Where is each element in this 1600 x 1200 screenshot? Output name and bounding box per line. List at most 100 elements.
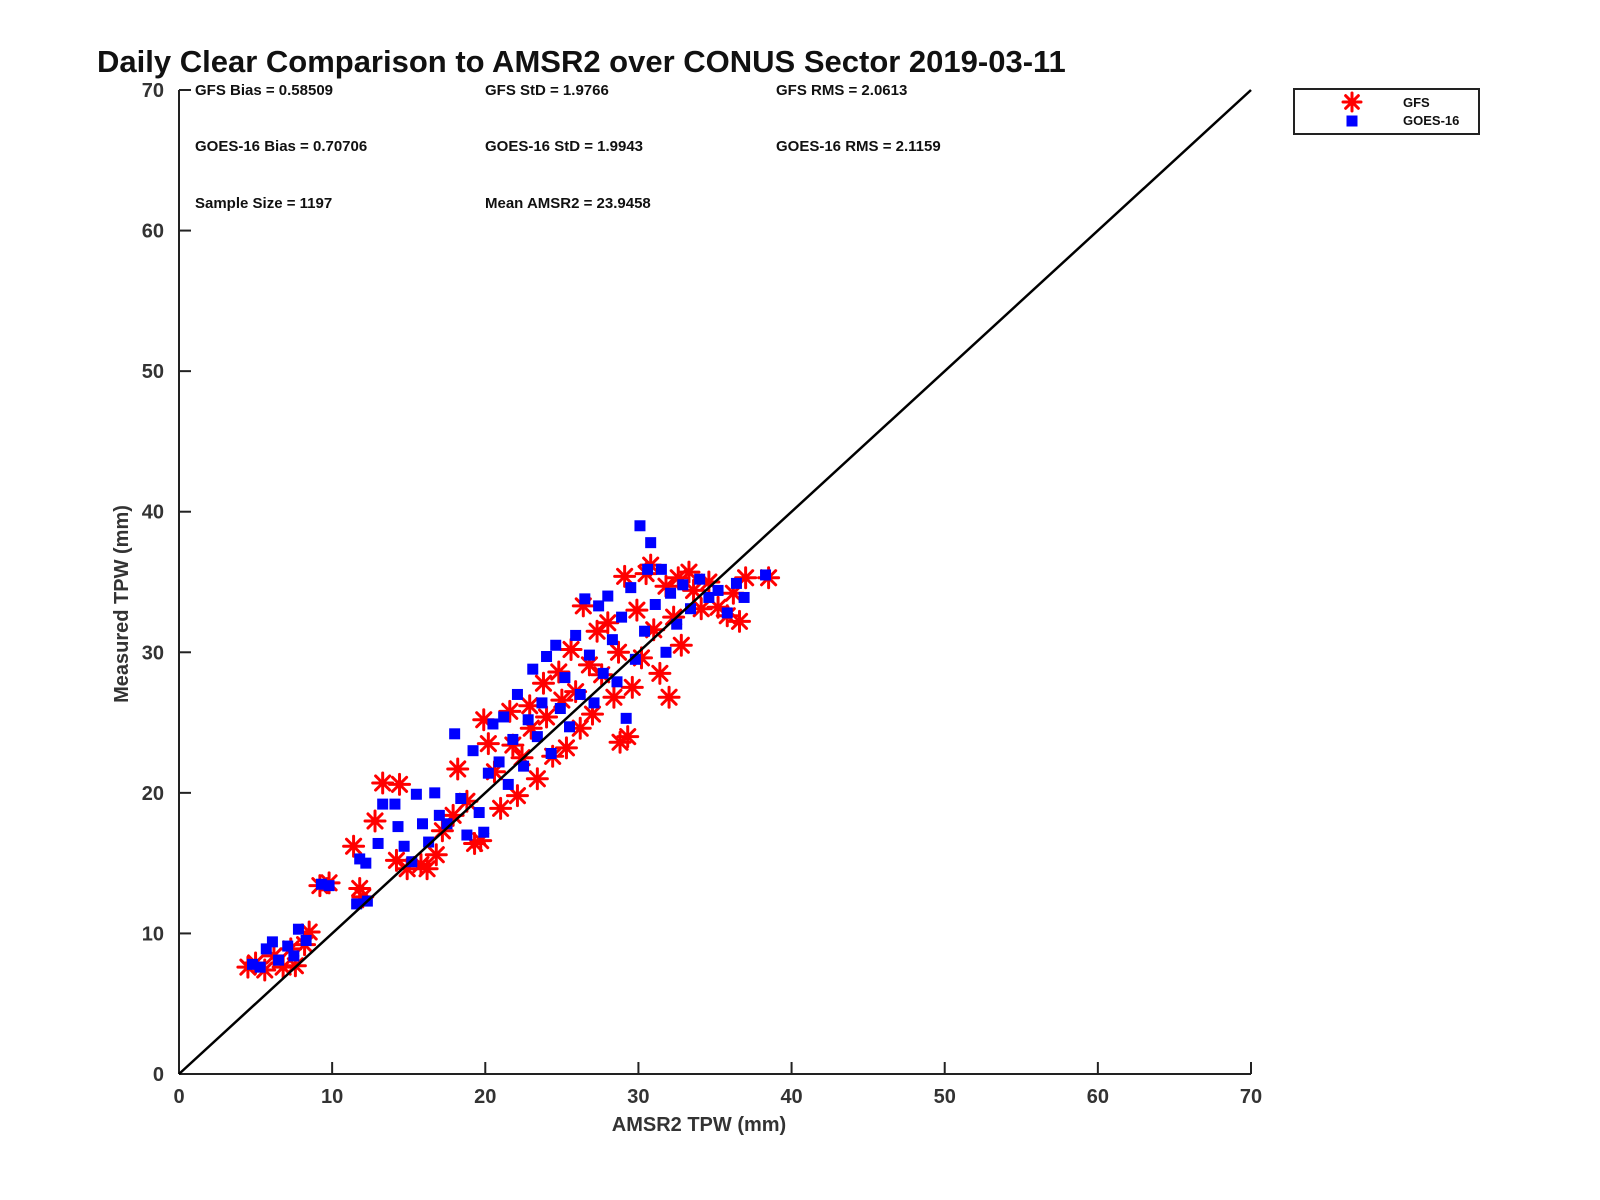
gfs-point [518,694,542,718]
goes16-point [541,651,553,663]
gfs-point [424,843,448,867]
goes16-point [760,569,772,581]
series-gfs [236,553,781,982]
legend-marker-gfs [1341,91,1363,113]
goes16-point [282,940,294,952]
gfs-point [489,796,513,820]
goes16-point [389,798,401,810]
x-tick-label: 10 [321,1086,343,1108]
goes16-point [611,676,623,688]
goes16-point [482,767,494,779]
y-tick-label: 60 [142,221,164,243]
goes16-point [351,898,363,910]
goes16-point [511,688,523,700]
goes16-point [583,649,595,661]
x-tick-label: 30 [627,1086,649,1108]
gfs-point [388,772,412,796]
goes16-point [473,807,485,819]
stat-gfs-bias: GFS Bias = 0.58509 [195,82,333,99]
goes16-point [550,639,562,651]
goes16-point [642,563,654,575]
one-to-one-line [178,89,1252,1075]
goes16-point [493,756,505,768]
goes16-point [478,826,490,838]
goes16-point [354,853,366,865]
goes16-point [579,593,591,605]
goes16-point [260,943,272,955]
gfs-point [476,732,500,756]
series-goes16 [247,520,772,973]
gfs-point [657,685,681,709]
gfs-point [682,578,706,602]
goes16-point [433,809,445,821]
goes16-point [398,840,410,852]
gfs-point [554,736,578,760]
x-tick-label: 70 [1240,1086,1262,1108]
goes16-point [545,747,557,759]
goes16-point [721,607,733,619]
y-tick-label: 70 [142,80,164,102]
stat-goes-rms: GOES-16 RMS = 2.1159 [776,138,941,155]
legend-box [1293,88,1480,135]
gfs-point [415,857,439,881]
stat-sample-size: Sample Size = 1197 [195,195,332,212]
goes16-point [502,778,514,790]
goes16-point [288,950,300,962]
goes16-point [730,577,742,589]
goes16-point [410,788,422,800]
goes16-point [518,760,530,772]
goes16-point [606,634,618,646]
gfs-point [535,705,559,729]
gfs-point [342,834,366,858]
goes16-point [360,857,372,869]
goes16-point [527,663,539,675]
goes16-point [455,792,467,804]
gfs-point [669,633,693,657]
x-tick-label: 60 [1087,1086,1109,1108]
goes16-point [315,878,327,890]
goes16-point [655,563,667,575]
goes16-point [694,573,706,585]
goes16-point [645,537,657,549]
gfs-point [363,809,387,833]
gfs-point [525,767,549,791]
goes16-point [254,961,266,973]
goes16-point [536,697,548,709]
plot-area [178,89,1252,1075]
goes16-point [616,611,628,623]
goes16-point [522,714,534,726]
legend-marker-goes16 [1346,115,1358,127]
stat-gfs-std: GFS StD = 1.9766 [485,82,609,99]
stat-mean-amsr2: Mean AMSR2 = 23.9458 [485,195,651,212]
goes16-point [292,923,304,935]
x-tick-label: 0 [173,1086,184,1108]
goes16-point [665,587,677,599]
stat-goes-std: GOES-16 StD = 1.9943 [485,138,643,155]
goes16-point [649,598,661,610]
x-tick-label: 40 [780,1086,802,1108]
gfs-point [728,609,752,633]
y-tick-label: 20 [142,783,164,805]
gfs-point [446,757,470,781]
goes16-point [467,745,479,757]
goes16-point [429,787,441,799]
gfs-point [602,685,626,709]
chart-title: Daily Clear Comparison to AMSR2 over CON… [97,44,1066,79]
goes16-point [684,603,696,615]
goes16-point [323,880,335,892]
stats-annotations: GFS Bias = 0.58509 GFS StD = 1.9766 GFS … [195,82,941,212]
goes16-point [461,829,473,841]
goes16-point [377,798,389,810]
goes16-point [266,936,278,948]
goes16-point [570,629,582,641]
y-tick-label: 50 [142,361,164,383]
gfs-point [585,619,609,643]
gfs-point [677,560,701,584]
goes16-point [273,954,285,966]
axes: 0 10 20 30 40 50 60 70 0 10 20 30 40 50 60 70 [142,80,1262,1108]
goes16-point [677,579,689,591]
goes16-point [597,667,609,679]
x-axis-label: AMSR2 TPW (mm) [612,1114,786,1136]
goes16-point [660,646,672,658]
